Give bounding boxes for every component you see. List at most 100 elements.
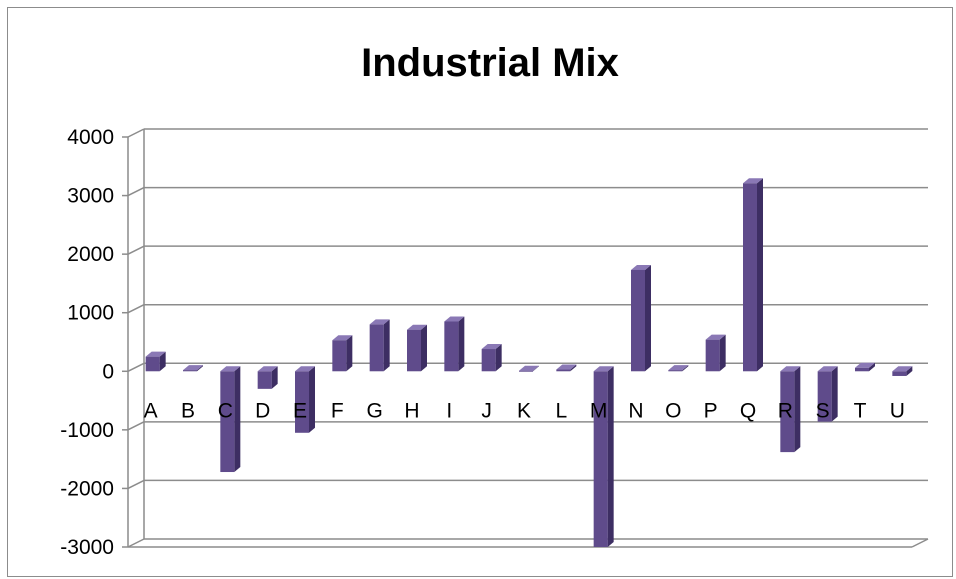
bar-front [593, 371, 608, 547]
y-tick-label: -2000 [60, 477, 114, 500]
bar-top [257, 366, 278, 372]
bar-front [444, 321, 459, 372]
bar-side [906, 366, 913, 376]
bar [220, 366, 241, 473]
category-label: E [293, 399, 307, 422]
category-label: C [218, 399, 233, 422]
gridline-depth [127, 538, 145, 548]
bar-top [855, 362, 875, 368]
bar-side [757, 178, 763, 372]
bar-top [444, 316, 465, 322]
bar-top [145, 351, 166, 357]
bar-front [705, 339, 720, 372]
bar-top [668, 365, 689, 371]
bar [593, 366, 614, 547]
y-tick-label: -1000 [60, 419, 114, 442]
category-label: I [446, 399, 452, 422]
bar [183, 365, 203, 372]
bar-side [383, 319, 390, 372]
bar [892, 366, 913, 376]
bar-top [743, 178, 763, 184]
bar [257, 366, 278, 389]
bar-top [220, 366, 241, 372]
bar-side [421, 324, 427, 372]
category-label: G [366, 399, 382, 422]
bar-side [495, 344, 502, 372]
bar-front [332, 340, 347, 372]
y-tick-label: -3000 [60, 536, 114, 559]
bar-front [631, 269, 645, 372]
bar-front [369, 324, 384, 372]
bar-top [817, 366, 838, 372]
bar [705, 334, 726, 372]
category-label: L [555, 399, 567, 422]
bar-front [556, 369, 571, 372]
category-label: M [590, 399, 608, 422]
bar [631, 264, 651, 372]
bar-side [234, 366, 241, 473]
bar [369, 319, 390, 372]
bar [556, 364, 577, 372]
bar-front [519, 370, 533, 372]
bar-top [705, 334, 726, 340]
bar-top [593, 366, 614, 372]
category-label: P [704, 399, 718, 422]
gridline-depth [127, 186, 145, 197]
bar-side [458, 316, 465, 372]
category-label: A [144, 399, 158, 422]
bar-front [668, 370, 683, 372]
bar-side [682, 365, 689, 372]
bar-side [869, 362, 875, 372]
gridline-depth [127, 479, 145, 490]
bar-front [743, 183, 757, 372]
gridline-depth [127, 304, 145, 314]
y-tick-label: 2000 [67, 243, 114, 266]
floor-edge-depth [911, 538, 929, 548]
bar-top [556, 364, 577, 370]
y-tick-label: 3000 [67, 185, 114, 208]
bar-side [570, 364, 577, 372]
bar-top [892, 366, 913, 372]
category-label: S [816, 399, 830, 422]
bar-front [407, 329, 421, 372]
gridline-depth [127, 421, 145, 431]
bar-side [271, 366, 278, 389]
bar-side [645, 264, 651, 372]
bar-side [159, 351, 166, 372]
category-label: F [331, 399, 344, 422]
category-label: D [255, 399, 270, 422]
bar-top [780, 366, 801, 372]
bar-front [183, 370, 197, 372]
category-label: K [517, 399, 531, 422]
bar [855, 362, 875, 372]
category-label: R [778, 399, 793, 422]
category-label: T [854, 399, 867, 422]
y-axis-ticks: 4000 3000 2000 1000 0 -1000 -2000 -3000 [60, 126, 114, 559]
bar-front [855, 367, 869, 372]
gridline-depth [127, 362, 145, 372]
chart-frame [7, 7, 953, 577]
bar [743, 178, 763, 372]
bar-side [794, 366, 801, 453]
category-label: H [404, 399, 419, 422]
bar-side [719, 334, 726, 372]
bar-front [892, 371, 907, 376]
gridline-depth [127, 245, 145, 255]
bar-front [780, 371, 795, 453]
gridlines [122, 128, 929, 548]
bar [668, 365, 689, 372]
bar-side [607, 366, 614, 547]
bar-side [346, 335, 353, 372]
category-label: O [665, 399, 681, 422]
bar-side [533, 365, 539, 372]
bar-top [295, 366, 315, 372]
bar-top [519, 365, 539, 371]
gridline-depth [127, 128, 145, 138]
bar-top [332, 335, 353, 341]
category-label: N [628, 399, 643, 422]
bar-front [817, 371, 832, 422]
category-label: U [890, 399, 905, 422]
bar [481, 344, 502, 372]
